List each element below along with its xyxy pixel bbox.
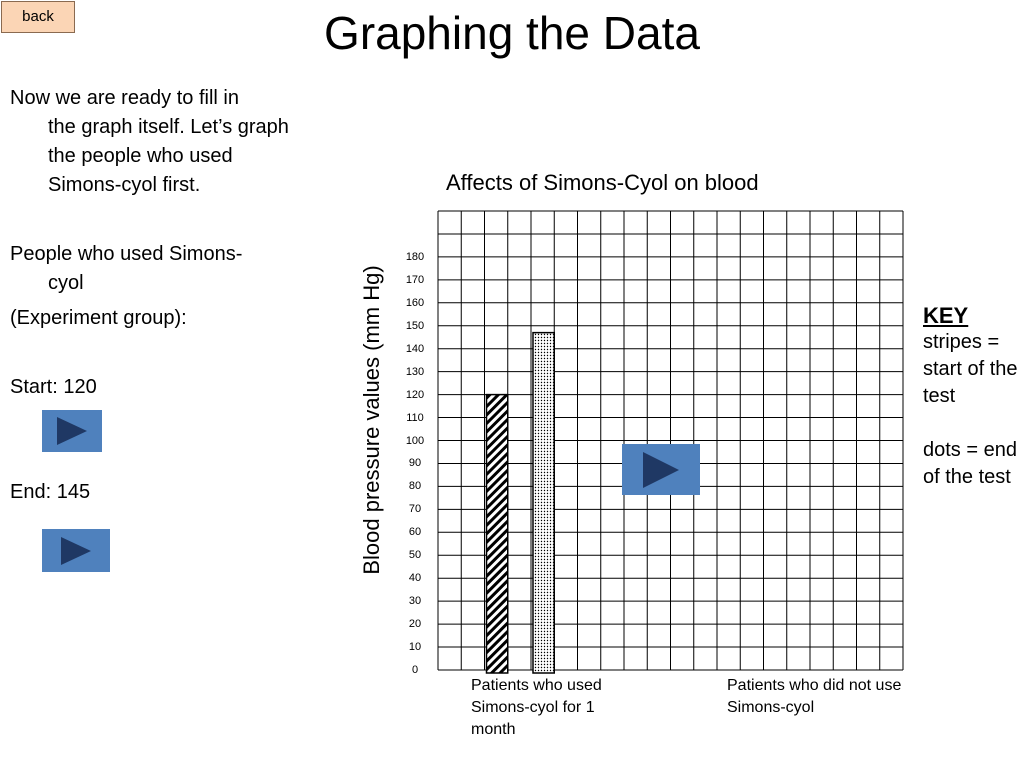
y-tick-label: 100	[405, 434, 425, 447]
start-label: Start: 120	[10, 376, 97, 398]
y-tick-label: 50	[408, 549, 422, 562]
end-label: End: 145	[10, 481, 91, 503]
end-play-button[interactable]	[42, 529, 110, 572]
back-button[interactable]: back	[1, 1, 75, 33]
key-stripes-text: stripes = start of the test	[923, 331, 1018, 407]
category-label-not-used: Patients who did not use Simons-cyol	[727, 677, 902, 716]
key-dots-text: dots = end of the test	[923, 439, 1017, 488]
intro-rest: the graph itself. Let’s graph the people…	[48, 116, 289, 196]
chart-bars	[485, 331, 555, 674]
y-tick-label: 80	[408, 480, 422, 493]
start-play-button[interactable]	[42, 410, 102, 452]
y-tick-label: 20	[408, 618, 422, 631]
chart-title: Affects of Simons-Cyol on blood	[446, 170, 759, 195]
play-icon	[643, 451, 679, 488]
group-label: (Experiment group):	[10, 307, 187, 329]
y-tick-label: 90	[408, 457, 422, 470]
group-rest: cyol	[48, 272, 84, 294]
y-tick-label: 170	[405, 273, 425, 286]
y-tick-label: 10	[408, 641, 422, 654]
y-tick-label: 140	[405, 342, 425, 355]
y-tick-label: 0	[411, 664, 419, 676]
intro-paragraph: Now we are ready to fill in the graph it…	[10, 84, 310, 200]
y-tick-label: 150	[405, 319, 425, 332]
y-tick-label: 70	[408, 503, 422, 516]
y-tick-label: 130	[405, 365, 425, 378]
category-label-used: Patients who used Simons-cyol for 1 mont…	[471, 677, 602, 738]
y-tick-label: 120	[405, 388, 425, 401]
group-paragraph: People who used Simons- cyol	[10, 240, 310, 298]
y-tick-label: 110	[406, 411, 424, 424]
y-tick-label: 180	[405, 250, 425, 263]
y-tick-label: 40	[408, 572, 422, 585]
chart-play-button[interactable]	[622, 444, 700, 495]
y-tick-label: 30	[408, 595, 422, 608]
key-heading: KEY	[923, 303, 969, 328]
play-icon	[61, 536, 91, 565]
play-icon	[57, 417, 87, 445]
group-first-line: People who used Simons-	[10, 243, 243, 265]
y-tick-label: 60	[408, 526, 422, 539]
bar-dots	[532, 331, 555, 674]
bar-stripes	[485, 393, 509, 674]
chart-key: KEY stripes = start of the test dots = e…	[923, 302, 1023, 491]
intro-first-line: Now we are ready to fill in	[10, 87, 239, 109]
y-tick-label: 160	[405, 296, 425, 309]
page-title: Graphing the Data	[324, 7, 700, 59]
